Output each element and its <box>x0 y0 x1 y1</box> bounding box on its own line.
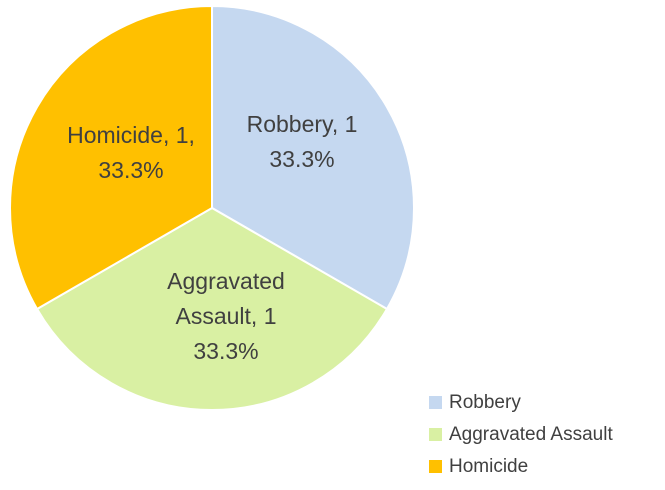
pie-slices <box>8 4 416 412</box>
legend-item-aggravated-assault: Aggravated Assault <box>429 424 613 445</box>
data-label-line: 33.3% <box>193 338 258 364</box>
legend: Robbery Aggravated Assault Homicide <box>429 392 613 477</box>
data-label-line: Homicide, 1, <box>67 122 195 148</box>
data-label-aggravated-assault: Aggravated Assault, 1 33.3% <box>167 268 285 364</box>
legend-swatch-homicide <box>429 460 442 473</box>
data-label-line: 33.3% <box>269 146 334 172</box>
pie-data-labels: Robbery, 1 33.3% Aggravated Assault, 1 33.3%… <box>67 111 357 364</box>
data-label-line: Assault, 1 <box>176 303 277 329</box>
legend-label-homicide: Homicide <box>449 456 528 477</box>
data-label-robbery: Robbery, 1 33.3% <box>247 111 358 172</box>
data-label-homicide: Homicide, 1, 33.3% <box>67 122 195 183</box>
legend-swatch-aggravated-assault <box>429 428 442 441</box>
pie-slice-robbery <box>211 4 416 311</box>
data-label-line: Robbery, 1 <box>247 111 358 137</box>
legend-label-aggravated-assault: Aggravated Assault <box>449 424 613 445</box>
pie-slice-homicide <box>8 4 213 311</box>
legend-swatch-robbery <box>429 396 442 409</box>
legend-item-homicide: Homicide <box>429 456 528 477</box>
legend-label-robbery: Robbery <box>449 392 521 413</box>
legend-item-robbery: Robbery <box>429 392 521 413</box>
data-label-line: 33.3% <box>98 157 163 183</box>
data-label-line: Aggravated <box>167 268 285 294</box>
